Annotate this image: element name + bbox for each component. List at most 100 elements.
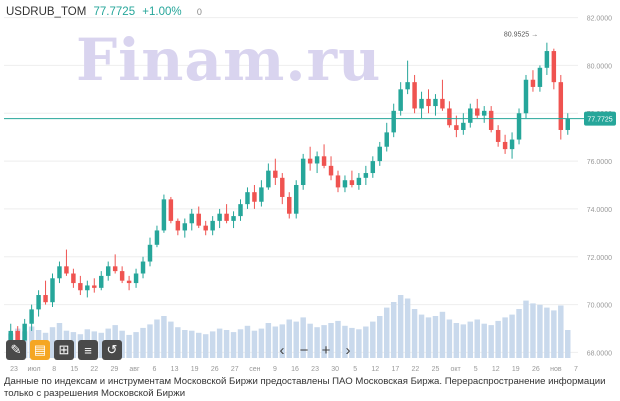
pencil-icon[interactable]: ✎ — [6, 340, 26, 360]
x-tick-label: 9 — [273, 366, 277, 373]
candle-body — [105, 266, 111, 276]
candle-body — [29, 309, 34, 324]
volume-bar — [154, 319, 160, 358]
x-tick-label: авг — [129, 366, 140, 373]
candle-body — [210, 220, 215, 231]
candle-body — [231, 216, 236, 221]
volume-bar — [523, 300, 529, 358]
candle-body — [363, 173, 369, 178]
volume-bar — [404, 298, 411, 358]
volume-bar — [530, 303, 536, 358]
volume-bar — [565, 330, 571, 358]
chevron-left-icon[interactable]: ‹ — [279, 341, 285, 359]
candle-body — [454, 125, 459, 130]
candle-body — [266, 170, 271, 188]
x-tick-label: 25 — [432, 366, 440, 373]
x-tick-label: 7 — [574, 366, 578, 373]
candle-body — [154, 230, 160, 245]
volume-bar — [411, 309, 418, 358]
candle-body — [356, 177, 362, 185]
x-tick-label: нов — [550, 366, 562, 373]
volume-bar — [397, 295, 404, 358]
volume-bar — [126, 334, 132, 358]
drawing-toolbar: ✎ ▤ ⊞ ≡ ↺ — [6, 340, 122, 360]
candle-body — [502, 141, 508, 150]
candle-body — [133, 273, 139, 284]
candle-body — [43, 295, 48, 303]
x-tick-label: 26 — [211, 366, 219, 373]
candle-body — [370, 161, 376, 174]
candle-body — [71, 273, 76, 284]
volume-bar — [390, 302, 397, 358]
volume-bar — [439, 311, 446, 358]
candle-body — [147, 244, 153, 262]
volume-bar — [251, 330, 258, 358]
volume-bar — [237, 329, 244, 358]
x-tick-label: 22 — [412, 366, 420, 373]
volume-bar — [425, 317, 432, 358]
y-tick-label: 74.0000 — [587, 207, 612, 214]
volume-bar — [460, 324, 467, 358]
watermark: Finam.ru — [76, 26, 382, 94]
candle-body — [565, 118, 570, 130]
candle-body — [112, 266, 118, 272]
volume-bar — [384, 307, 390, 358]
candle-body — [15, 330, 20, 341]
volume-bar — [202, 334, 209, 358]
candle-body — [523, 79, 529, 114]
volume-bar — [196, 332, 202, 358]
counter-badge: 0 — [196, 7, 202, 17]
candle-body — [419, 98, 424, 109]
volume-bar — [189, 330, 195, 358]
candle-body — [224, 213, 229, 221]
candle-body — [314, 156, 320, 164]
settings-sliders-icon[interactable]: ≡ — [78, 340, 98, 360]
plus-icon[interactable]: + — [321, 341, 331, 359]
y-tick-label: 68.0000 — [587, 350, 612, 357]
volume-bar — [544, 307, 550, 358]
minus-icon[interactable]: − — [299, 341, 309, 359]
x-tick-label: сен — [249, 366, 260, 373]
x-tick-label: 30 — [331, 366, 339, 373]
undo-icon[interactable]: ↺ — [102, 340, 122, 360]
candle-body — [50, 278, 55, 303]
candle-body — [175, 220, 181, 231]
candle-body — [196, 213, 201, 226]
x-tick-label: июл — [28, 366, 41, 373]
y-tick-label: 82.0000 — [587, 16, 612, 23]
candle-body — [516, 113, 522, 140]
x-tick-label: 8 — [52, 366, 56, 373]
volume-bar — [119, 330, 125, 358]
candle-body — [405, 82, 410, 90]
x-tick-label: 12 — [371, 366, 379, 373]
volume-bar — [481, 323, 487, 358]
candle-body — [217, 213, 222, 221]
volume-bar — [328, 323, 334, 358]
volume-bar — [467, 321, 474, 358]
x-tick-label: 23 — [311, 366, 319, 373]
chevron-right-icon[interactable]: › — [345, 341, 351, 359]
candle-body — [447, 108, 452, 126]
candle-body — [36, 295, 41, 310]
volume-bar — [300, 317, 306, 358]
price-badge-label: 77.7725 — [587, 117, 612, 124]
candle-body — [287, 196, 292, 214]
candle-body — [398, 89, 403, 111]
volume-bar — [258, 328, 265, 358]
x-tick-label: 5 — [474, 366, 478, 373]
candle-body — [391, 110, 396, 133]
volume-bar — [502, 317, 508, 358]
volume-bar — [293, 321, 299, 358]
x-tick-label: 19 — [191, 366, 199, 373]
candle-body — [551, 51, 557, 83]
volume-bar — [279, 324, 286, 358]
add-indicator-icon[interactable]: ⊞ — [54, 340, 74, 360]
candle-body — [426, 98, 431, 107]
candle-body — [412, 82, 417, 109]
candle-body — [85, 285, 90, 291]
clipboard-icon[interactable]: ▤ — [30, 340, 50, 360]
volume-bar — [168, 321, 174, 358]
volume-bar — [488, 325, 494, 358]
x-tick-label: 15 — [70, 366, 78, 373]
candle-body — [530, 79, 536, 87]
